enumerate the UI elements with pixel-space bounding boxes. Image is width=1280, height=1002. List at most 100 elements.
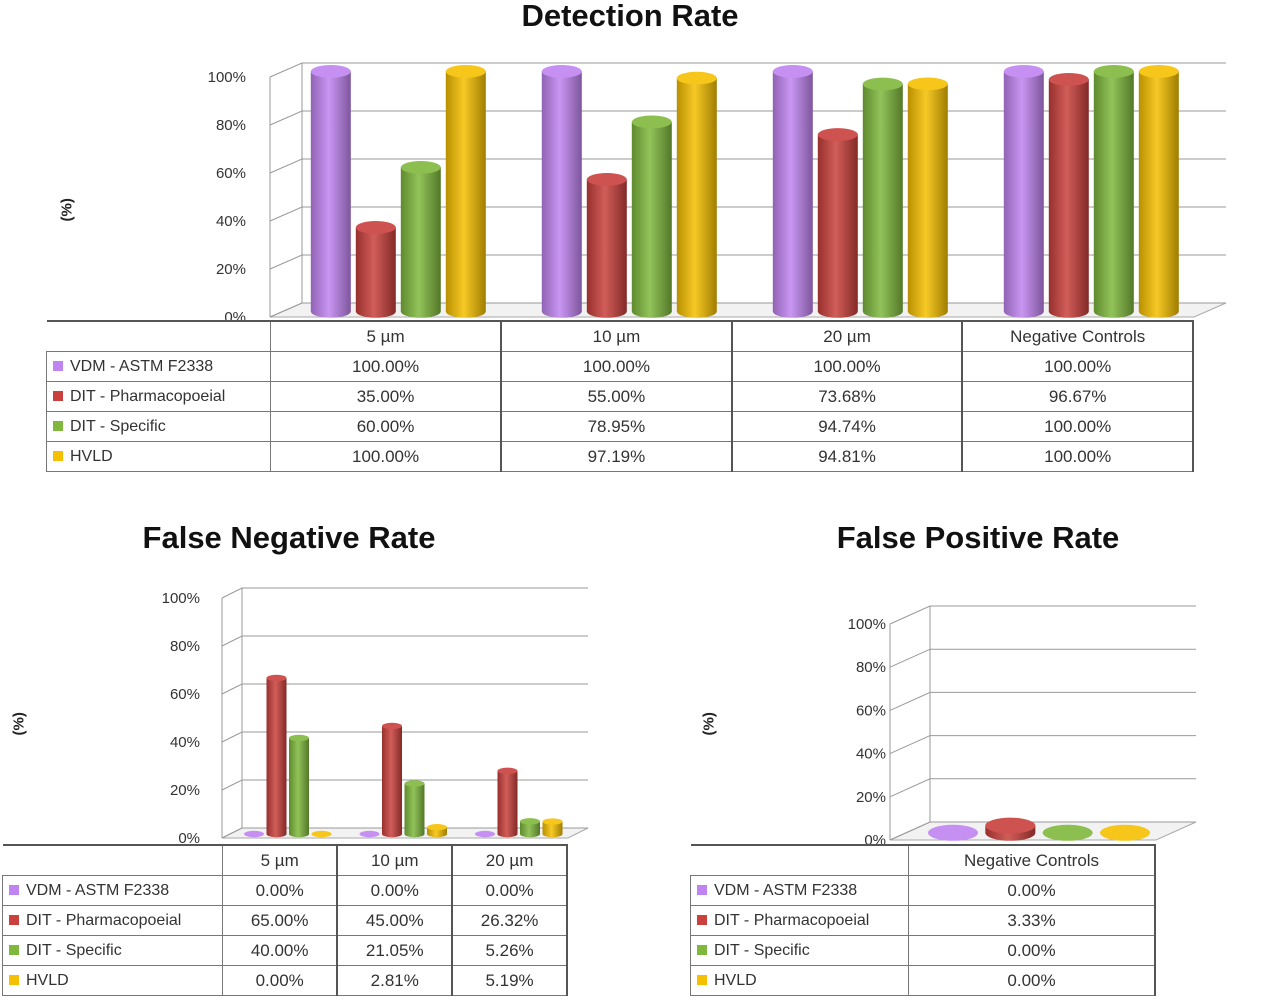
data-label: 100.00% [270, 351, 503, 382]
data-label: 21.05% [336, 935, 454, 966]
bar-hvld-20-m [542, 818, 563, 838]
y-tick-label: 20% [170, 782, 200, 799]
y-tick-label: 20% [856, 789, 886, 806]
data-label: 5.19% [451, 965, 568, 996]
chart-title: Detection Rate [521, 0, 739, 33]
bar-body [310, 71, 351, 318]
detection-rate-data-table: 5 µm 10 µm 20 µm Negative Controls VDM - AST… [46, 320, 1194, 472]
detection-rate-chart: Detection Rate (%) 0% 20% 40% 60% 80% 100% 5 … [0, 0, 1280, 490]
bar-top [907, 77, 948, 91]
table-row: DIT - Specific 60.00% 78.95% 94.74% 100.00% [46, 411, 1194, 442]
bar-dit-specific-5-m [289, 734, 309, 838]
y-tick-label: 20% [216, 261, 246, 278]
bar-body [404, 783, 425, 838]
bar-vdm-astm-f2338-20-m [772, 65, 813, 318]
bar-body [1003, 71, 1044, 318]
bar-body [586, 179, 627, 318]
data-label: 100.00% [961, 351, 1194, 382]
bar-body [676, 78, 717, 318]
category-label: 20 µm [451, 844, 568, 876]
legend-label: DIT - Specific [714, 941, 810, 959]
legend-entry: DIT - Specific [690, 935, 909, 966]
plot-area: 0%20%40%60%80%100% [848, 605, 1197, 849]
table-row: VDM - ASTM F2338 0.00% [690, 875, 1156, 906]
data-label: 100.00% [961, 441, 1194, 472]
data-label: 100.00% [270, 441, 503, 472]
legend-swatch [9, 885, 19, 896]
data-label: 100.00% [500, 351, 733, 382]
bar-body [520, 821, 540, 838]
legend-entry: VDM - ASTM F2338 [46, 351, 271, 382]
bar-top [266, 674, 287, 682]
legend-swatch [53, 421, 63, 432]
bar-top [382, 722, 402, 730]
gridline [889, 648, 1196, 668]
bar-top [862, 77, 903, 91]
data-label: 0.00% [222, 965, 339, 996]
gridline [889, 821, 1196, 841]
category-label: 5 µm [222, 844, 339, 876]
bar-body [862, 84, 903, 318]
gridline [221, 827, 588, 839]
bar-top [400, 161, 441, 174]
data-label: 35.00% [270, 381, 503, 412]
table-row: HVLD 100.00% 97.19% 94.81% 100.00% [46, 441, 1194, 472]
bar-dit-specific-5-m [400, 161, 441, 318]
false-negative-rate-data-table: 5 µm 10 µm 20 µm VDM - ASTM F2338 0.00% 0.00%… [2, 844, 568, 996]
data-label: 100.00% [961, 411, 1194, 442]
bar-vdm-astm-f2338-5-m [310, 65, 351, 318]
category-label: 5 µm [270, 320, 503, 352]
y-tick-label: 100% [848, 616, 886, 633]
data-label: 73.68% [731, 381, 964, 412]
bar-top [676, 71, 717, 85]
bar-body [772, 71, 813, 318]
y-tick-label: 40% [856, 746, 886, 763]
y-tick-label: 60% [216, 165, 246, 182]
legend-swatch [9, 945, 19, 956]
bar-top [475, 830, 495, 838]
bar-top [1138, 65, 1179, 78]
y-tick-label: 0% [178, 830, 200, 847]
detection-rate-plot: 0%20%40%60%80%100% [208, 62, 1227, 326]
table-row: HVLD 0.00% 2.81% 5.19% [2, 965, 568, 996]
data-label: 40.00% [222, 935, 339, 966]
data-label: 60.00% [270, 411, 503, 442]
bar-body [541, 71, 582, 318]
table-row: DIT - Pharmacopoeial 3.33% [690, 905, 1156, 936]
legend-entry: HVLD [690, 965, 909, 996]
legend-label: HVLD [70, 447, 113, 465]
bar-body [266, 678, 287, 838]
legend-label: HVLD [26, 971, 69, 989]
table-row: VDM - ASTM F2338 100.00% 100.00% 100.00% 100… [46, 351, 1194, 382]
category-label: 10 µm [336, 844, 454, 876]
bar-top [520, 818, 540, 825]
false-positive-rate-data-table: Negative Controls VDM - ASTM F2338 0.00% DI… [690, 844, 1156, 996]
bar-dit-specific-10-m [404, 780, 425, 838]
bar-top [542, 818, 563, 825]
bar-body [1093, 71, 1134, 318]
y-tick-label: 100% [208, 69, 246, 86]
legend-swatch [697, 945, 707, 956]
category-label: 20 µm [731, 320, 964, 352]
bar-hvld-20-m [907, 77, 948, 318]
table-row: DIT - Pharmacopoeial 65.00% 45.00% 26.32% [2, 905, 568, 936]
y-tick-label: 60% [170, 686, 200, 703]
data-label: 78.95% [500, 411, 733, 442]
gridline [269, 62, 1226, 78]
data-label: 26.32% [451, 905, 568, 936]
bar-top [311, 830, 332, 838]
legend-entry: HVLD [2, 965, 223, 996]
bar-vdm-astm-f2338-10-m [541, 65, 582, 318]
bar-top [586, 173, 627, 186]
bar-hvld-5-m [445, 65, 486, 318]
bar-body [289, 738, 309, 838]
legend-label: DIT - Pharmacopoeial [714, 911, 870, 929]
bar-vdm-astm-f2338-negative-controls [928, 824, 978, 841]
bar-body [542, 821, 563, 838]
table-row: DIT - Specific 40.00% 21.05% 5.26% [2, 935, 568, 966]
bar-hvld-10-m [676, 71, 717, 318]
false-positive-rate-plot: 0%20%40%60%80%100% [848, 605, 1197, 849]
bar-dit-pharmacopoeial-20-m [497, 767, 518, 838]
legend-label: VDM - ASTM F2338 [70, 357, 214, 375]
legend-label: DIT - Specific [26, 941, 122, 959]
